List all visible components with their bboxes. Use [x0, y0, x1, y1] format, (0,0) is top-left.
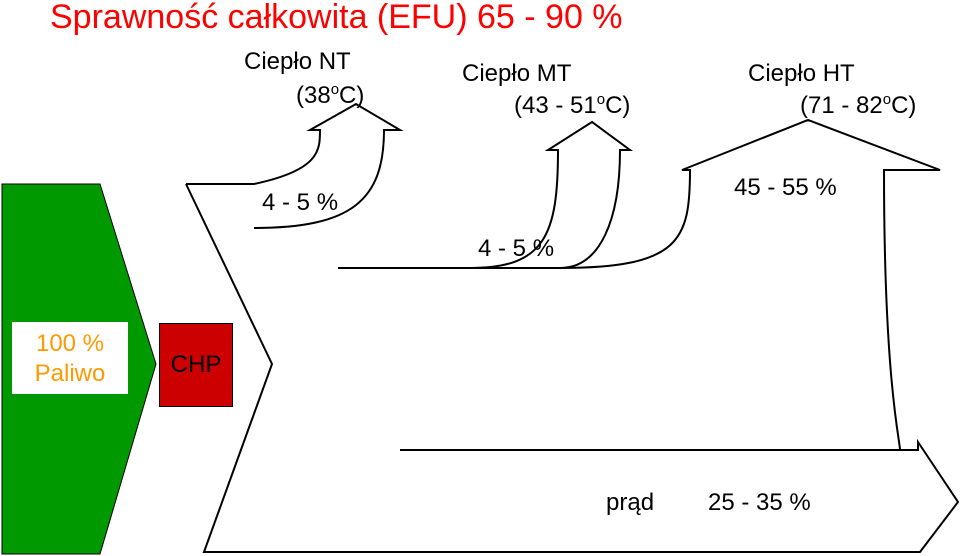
heat-mt-temperature: (43 - 51oC): [514, 91, 631, 119]
heat-nt-label: Ciepło NT: [244, 48, 351, 75]
power-label: prąd: [606, 489, 655, 516]
heat-ht-temperature: (71 - 82oC): [800, 91, 917, 119]
fuel-label-box: 100 % Paliwo: [12, 322, 128, 394]
heat-ht-label: Ciepło HT: [748, 60, 855, 87]
heat-mt-label: Ciepło MT: [462, 60, 572, 87]
chp-unit-box: CHP: [159, 323, 233, 407]
heat-nt-temperature: (38oC): [296, 81, 365, 109]
chp-label: CHP: [170, 351, 222, 378]
fuel-name: Paliwo: [34, 360, 106, 387]
energy-flow-outline: [185, 102, 960, 553]
fuel-percent: 100 %: [35, 330, 105, 357]
power-percent: 25 - 35 %: [708, 489, 811, 516]
heat-nt-percent: 4 - 5 %: [262, 189, 339, 216]
heat-mt-percent: 4 - 5 %: [478, 235, 555, 262]
heat-ht-percent: 45 - 55 %: [734, 174, 837, 201]
diagram-title: Sprawność całkowita (EFU) 65 - 90 %: [50, 0, 623, 36]
